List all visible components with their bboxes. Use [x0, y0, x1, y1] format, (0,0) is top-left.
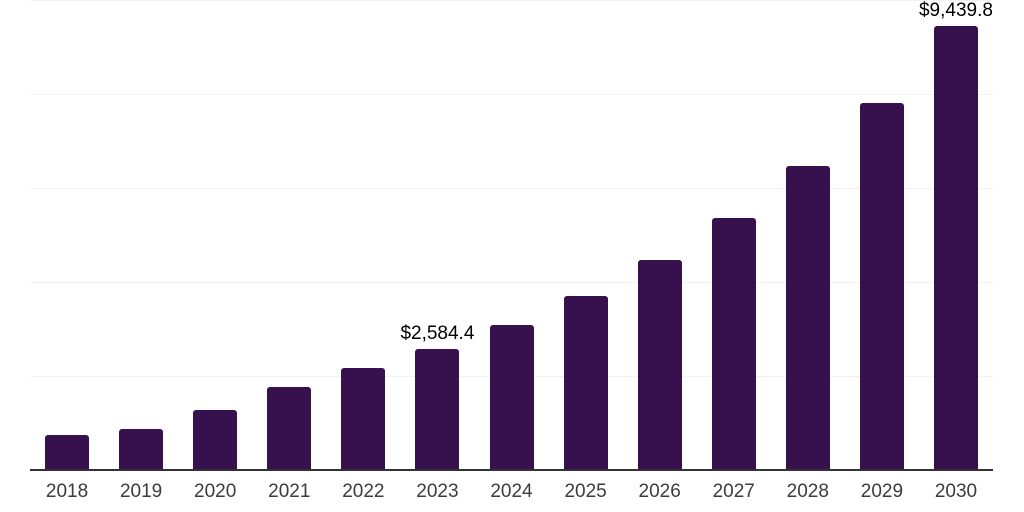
bar	[711, 217, 756, 470]
x-tick-label: 2022	[342, 481, 385, 502]
bar	[563, 296, 608, 470]
bar-value-label: $2,584.4	[400, 322, 475, 344]
x-tick-label: 2029	[860, 481, 904, 502]
bar-column-2028	[771, 0, 845, 470]
bar-column-2019	[104, 0, 178, 470]
bar-column-2030: $9,439.8	[919, 0, 993, 470]
x-tick-label: 2025	[564, 481, 607, 502]
x-tick-label: 2020	[194, 481, 237, 502]
bar	[119, 429, 164, 470]
x-tick-label: 2023	[416, 481, 459, 502]
gridline	[30, 94, 993, 95]
bar	[415, 348, 460, 470]
bar	[785, 165, 830, 470]
bar	[933, 26, 978, 470]
bar	[341, 368, 386, 470]
bar	[489, 325, 534, 470]
bar	[637, 260, 682, 470]
plot-area: $2,584.4 $9,439.8	[30, 0, 993, 470]
bar	[267, 386, 312, 470]
bar	[45, 435, 90, 470]
x-tick-label: 2027	[712, 481, 755, 502]
bar-column-2022	[326, 0, 400, 470]
x-tick-label: 2024	[490, 481, 533, 502]
x-axis-labels: 2018 2019 2020 2021 2022 2023 2024 2025 2026 2027…	[30, 480, 993, 504]
bar	[859, 102, 904, 470]
x-tick-label: 2019	[119, 481, 163, 502]
gridline	[30, 282, 993, 283]
x-tick-label: 2026	[638, 481, 681, 502]
bar-column-2027	[697, 0, 771, 470]
bar-column-2026	[623, 0, 697, 470]
gridline	[30, 0, 993, 1]
x-tick-label: 2021	[268, 481, 311, 502]
bar-column-2021	[252, 0, 326, 470]
x-tick-label: 2030	[934, 481, 978, 502]
bar-value-label: $9,439.8	[918, 0, 993, 22]
x-tick-label: 2018	[45, 481, 89, 502]
bar-column-2024	[474, 0, 548, 470]
bar	[193, 410, 238, 470]
bar-column-2018	[30, 0, 104, 470]
x-tick-label: 2028	[786, 481, 829, 502]
bar-column-2029	[845, 0, 919, 470]
x-axis-line	[30, 469, 993, 471]
bar-column-2025	[549, 0, 623, 470]
bar-column-2020	[178, 0, 252, 470]
gridline	[30, 188, 993, 189]
bar-column-2023: $2,584.4	[400, 0, 474, 470]
bars-row: $2,584.4 $9,439.8	[30, 0, 993, 470]
